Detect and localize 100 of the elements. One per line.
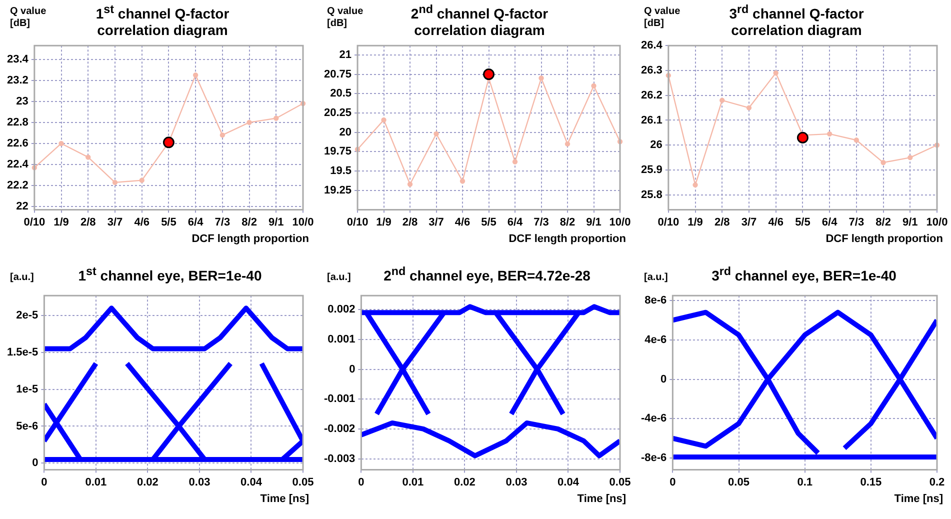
chart-title: 2$^{nd}$ channel Q-factor correlation diagram [410,2,550,38]
y-axis-title: [a.u.] [644,272,669,284]
y-tick-label: 21 [339,48,352,61]
y-axis-title: [a.u.] [10,272,35,284]
x-tick-label: 4/6 [134,216,150,228]
x-tick-label: 0.01 [85,476,107,488]
chart-title: 3$^{rd}$ channel eye, BER=1e-40 [710,264,898,284]
y-tick-label: -4e-6 [640,412,667,425]
chart-title: 3$^{rd}$ channel Q-factor correlation diagram [728,2,865,38]
y-tick-label: 19.25 [324,184,352,196]
y-tick-label: 1.5e-5 [6,346,38,358]
x-tick-label: 6/4 [188,216,204,228]
x-tick-label: 0.05 [292,476,314,488]
x-tick-label: 0/10 [24,216,46,228]
x-tick-label: 8/2 [242,216,257,228]
y-tick-label: 2e-5 [16,310,38,322]
y-tick-label: 22.4 [6,158,30,171]
y-tick-label: 0 [660,373,667,386]
y-tick-label: 0.002 [328,304,356,316]
y-axis-title: [a.u.] [327,272,352,284]
y-tick-label: 4e-6 [644,334,667,346]
y-tick-label: 23 [16,95,28,108]
x-tick-label: 4/6 [454,216,470,228]
y-tick-label: 0 [32,457,38,470]
x-axis-title: DCF length proportion [192,233,309,245]
x-tick-label: 0.1 [797,476,812,488]
y-tick-label: 22.8 [6,116,28,128]
y-tick-label: 20 [339,126,352,138]
y-axis-title: Q value [dB] [327,6,364,30]
x-tick-label: 0/10 [658,216,680,228]
x-tick-label: 9/1 [902,216,918,228]
x-tick-label: 5/5 [795,216,810,228]
x-axis-title: Time [ns] [894,493,943,505]
x-tick-label: 0.04 [240,476,263,488]
y-tick-label: 22.6 [6,138,28,150]
x-tick-label: 7/3 [848,216,864,228]
y-tick-label: 5e-6 [16,420,38,432]
x-tick-label: 5/5 [161,216,176,228]
x-tick-label: 8/2 [876,216,891,228]
x-tick-label: 0.05 [609,476,631,488]
x-tick-label: 2/8 [80,216,96,228]
y-tick-label: 20.5 [330,88,352,100]
y-tick-label: 20.75 [324,68,352,80]
y-tick-label: 19.75 [324,146,352,158]
x-tick-label: 1/9 [688,216,703,228]
x-axis-title: Time [ns] [577,493,626,505]
y-tick-label: 20.25 [324,107,352,120]
x-tick-label: 1/9 [54,216,69,228]
x-tick-label: 0/10 [346,216,368,228]
x-tick-label: 0.03 [506,476,528,488]
x-tick-label: 0 [670,476,676,488]
x-tick-label: 3/7 [107,216,123,228]
y-tick-label: 26.3 [640,64,662,77]
y-tick-label: 25.9 [640,164,662,176]
y-tick-label: 8e-6 [644,294,667,307]
y-tick-label: 25.8 [640,188,662,201]
x-tick-label: 4/6 [768,216,784,228]
x-tick-label: 5/5 [481,216,496,228]
x-tick-label: 3/7 [741,216,757,228]
x-tick-label: 10/0 [609,216,631,228]
y-tick-label: 23.4 [6,53,30,66]
y-tick-label: 26.2 [640,89,662,102]
y-tick-label: 26.1 [640,114,662,126]
x-tick-label: 7/3 [534,216,549,228]
x-tick-label: 0.02 [454,476,476,488]
x-tick-label: 0.15 [860,476,882,488]
y-tick-label: 1e-5 [16,383,38,396]
x-tick-label: 2/8 [714,216,730,228]
x-tick-label: 3/7 [428,216,444,228]
x-tick-label: 0.03 [188,476,210,488]
x-axis-title: DCF length proportion [508,233,626,245]
chart-title: 1$^{st}$ channel Q-factor correlation diagram [94,2,230,38]
x-tick-label: 7/3 [214,216,230,228]
y-axis-title: Q value [dB] [644,6,682,30]
y-tick-label: 19.5 [330,165,352,178]
y-tick-label: 22 [16,200,28,213]
x-tick-label: 10/0 [292,216,314,228]
x-tick-label: 0.04 [558,476,580,488]
x-tick-label: 6/4 [822,216,838,228]
x-axis-title: Time [ns] [260,493,309,505]
y-tick-label: -0.003 [324,452,356,465]
y-tick-label: -0.001 [324,393,356,406]
x-tick-label: 0 [358,476,364,488]
x-tick-label: 9/1 [268,216,284,228]
chart-title: 2$^{nd}$ channel eye, BER=4.72e-28 [382,264,592,284]
x-tick-label: 0 [41,476,48,488]
x-tick-label: 10/0 [926,216,948,228]
x-tick-label: 1/9 [376,216,392,228]
x-tick-label: 0.01 [402,476,424,488]
y-tick-label: 0 [349,363,356,376]
y-tick-label: 26 [650,139,662,152]
y-tick-label: 26.4 [640,40,664,52]
x-tick-label: 0.02 [137,476,158,488]
y-tick-label: 22.2 [6,180,28,192]
chart-title: 1$^{st}$ channel eye, BER=1e-40 [77,264,263,284]
x-tick-label: 6/4 [507,216,524,228]
x-tick-label: 0.2 [929,476,945,488]
y-axis-title: Q value [dB] [10,6,48,30]
x-tick-label: 0.05 [728,476,750,488]
x-tick-label: 2/8 [402,216,418,228]
